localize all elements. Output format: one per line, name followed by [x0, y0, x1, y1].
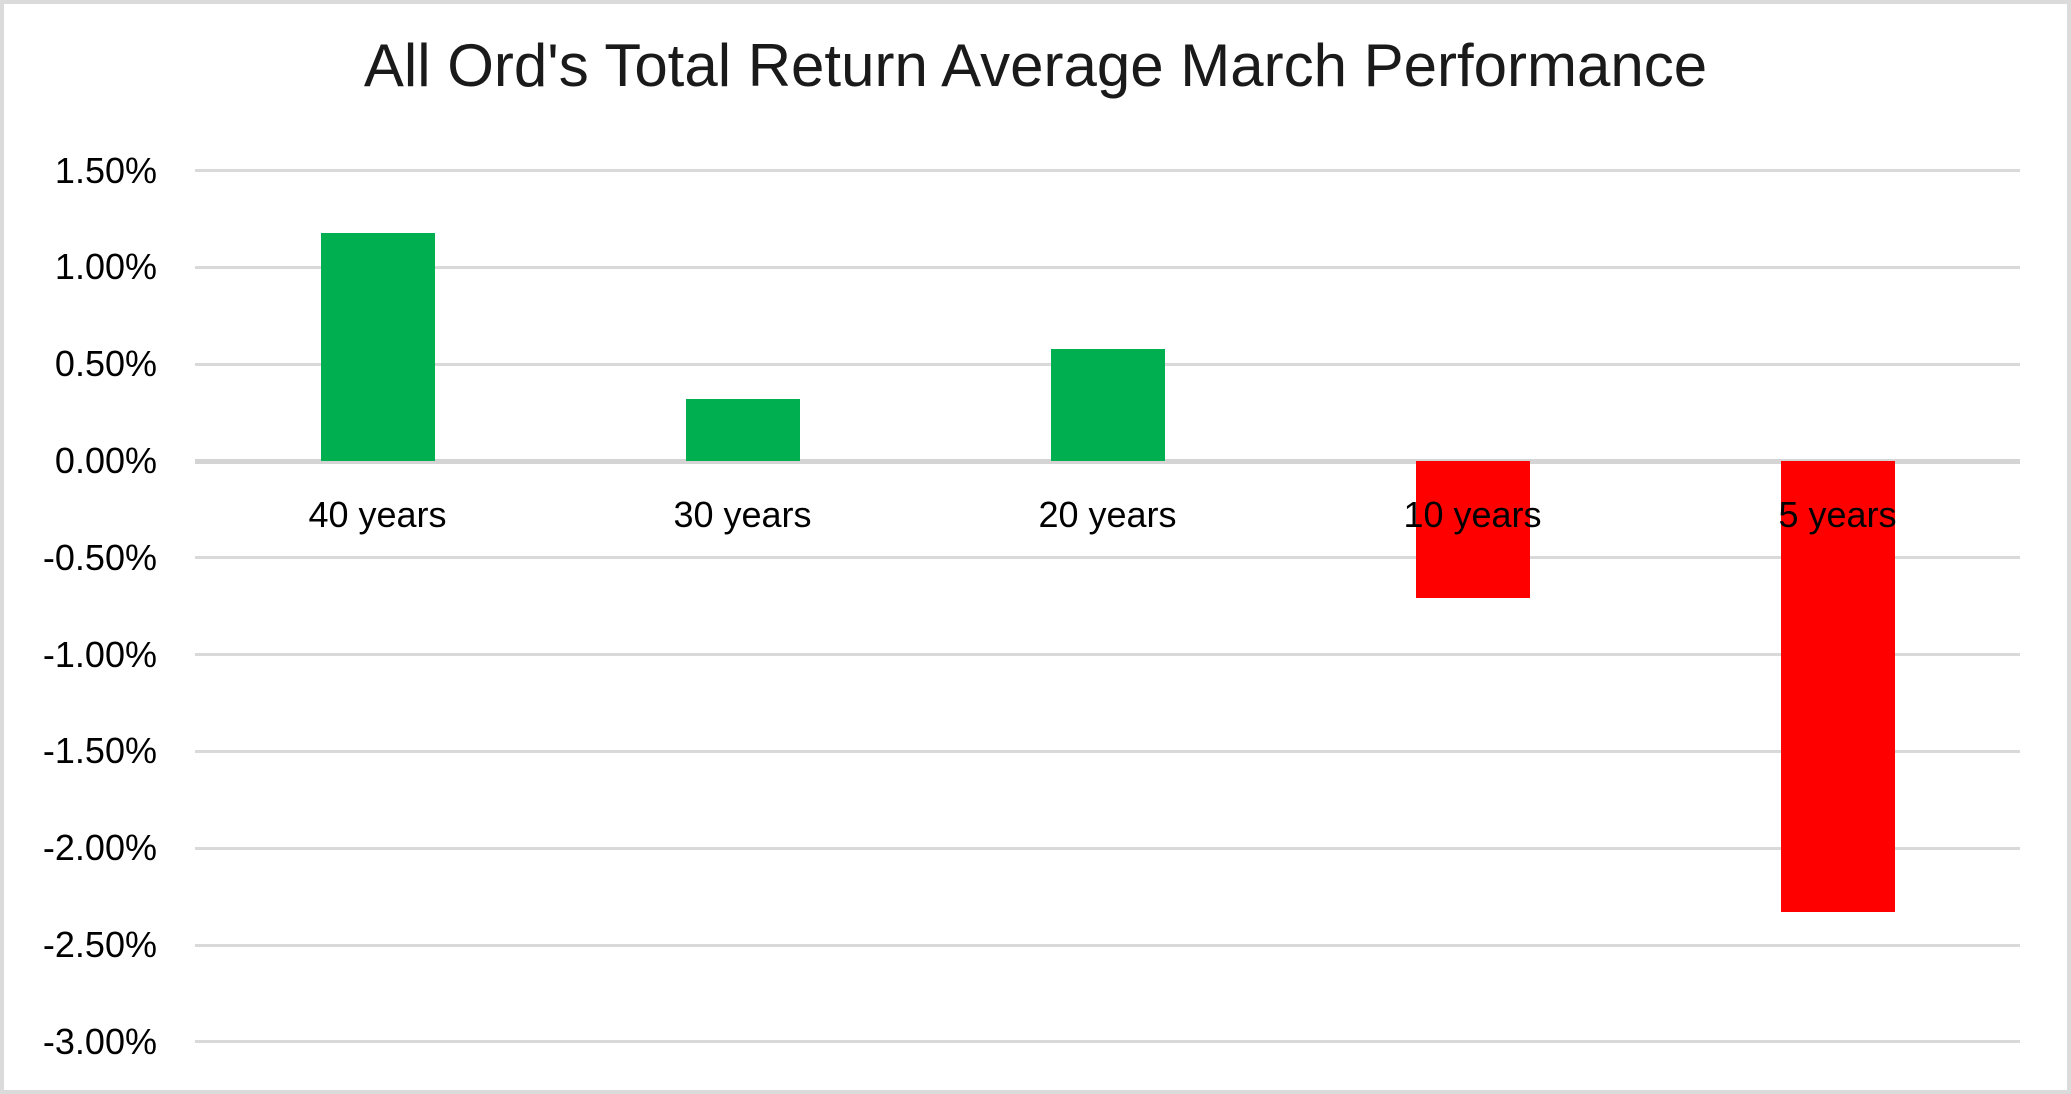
y-axis-tick-label: -2.50%: [42, 924, 157, 965]
x-axis-category-label: 40 years: [308, 494, 447, 535]
bar-5-years: [1780, 461, 1895, 913]
y-axis-tick-label: -2.00%: [42, 827, 157, 869]
y-axis-tick-label: 0.50%: [54, 343, 157, 385]
gridline: [195, 653, 2020, 657]
gridline: [195, 846, 2020, 850]
x-axis-category-label: 30 years: [673, 494, 812, 535]
gridline: [195, 943, 2020, 947]
chart-title: All Ord's Total Return Average March Per…: [363, 32, 1708, 99]
y-axis-tick-label: -1.50%: [42, 730, 157, 772]
bar-20-years: [1050, 348, 1165, 461]
y-axis-tick-label: -3.00%: [42, 1020, 157, 1062]
bar-40-years: [320, 232, 435, 461]
gridline: [195, 169, 2020, 173]
x-axis-category-label: 20 years: [1038, 494, 1177, 535]
x-axis-category-label: 10 years: [1403, 494, 1542, 535]
bar-30-years: [685, 399, 800, 461]
bar-10-years: [1415, 461, 1530, 599]
y-axis-tick-label: -1.00%: [42, 633, 157, 675]
y-axis-tick-label: 1.00%: [54, 246, 157, 288]
y-axis-tick-label: 0.00%: [54, 440, 157, 481]
gridline: [195, 1040, 2020, 1044]
y-axis-tick-label: 1.50%: [54, 149, 157, 191]
zero-axis-line: [195, 458, 2020, 464]
x-axis-category-label: 5 years: [1778, 494, 1897, 535]
y-axis-tick-label: -0.50%: [42, 536, 157, 578]
gridline: [195, 749, 2020, 753]
gridline: [195, 556, 2020, 560]
gridline: [195, 265, 2020, 269]
